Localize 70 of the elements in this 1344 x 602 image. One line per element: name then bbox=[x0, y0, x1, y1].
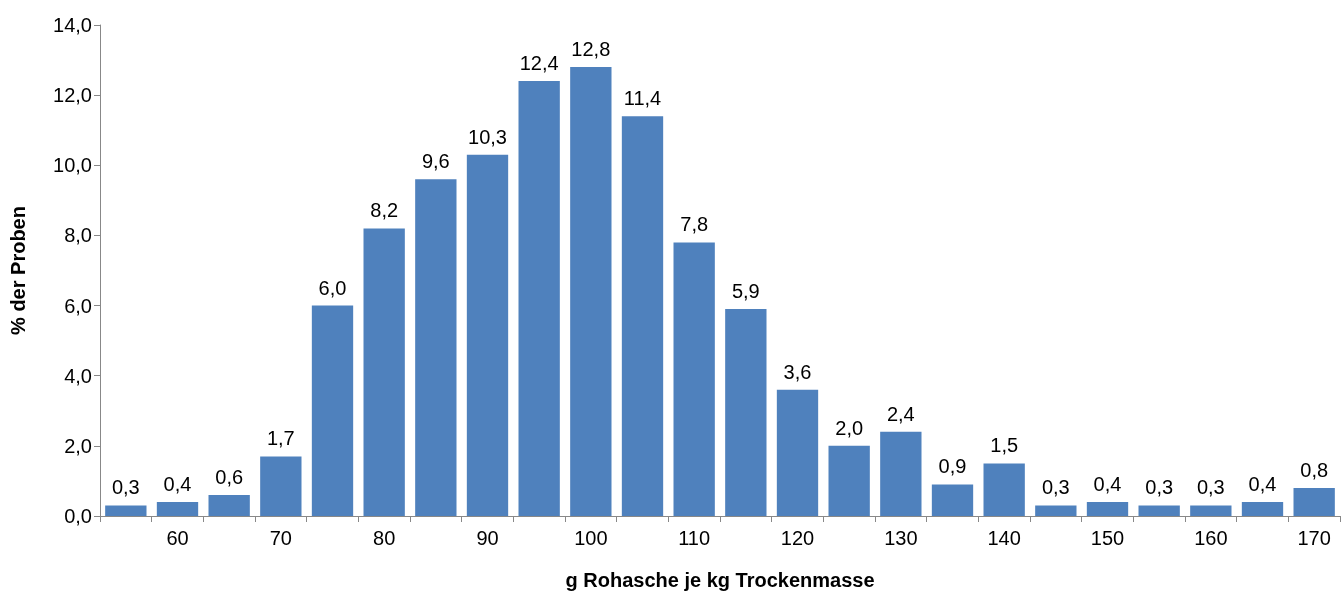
y-tick-label: 0,0 bbox=[64, 505, 92, 527]
data-label: 0,4 bbox=[1093, 472, 1122, 495]
bar bbox=[880, 431, 922, 516]
bar bbox=[518, 81, 560, 516]
y-tick-label: 2,0 bbox=[64, 434, 92, 457]
bar bbox=[931, 484, 974, 516]
bar bbox=[363, 228, 405, 516]
x-tick-label: 100 bbox=[574, 527, 608, 549]
data-label: 0,4 bbox=[1248, 472, 1277, 495]
bar bbox=[466, 154, 509, 516]
y-tick-label: 6,0 bbox=[64, 294, 92, 317]
data-label: 5,9 bbox=[731, 280, 760, 303]
y-tick-label: 12,0 bbox=[53, 84, 92, 107]
bar bbox=[415, 179, 457, 516]
x-tick-label: 110 bbox=[678, 527, 711, 549]
bar bbox=[208, 494, 250, 516]
data-label: 1,5 bbox=[990, 434, 1019, 457]
bar bbox=[983, 463, 1025, 516]
y-tick-label: 10,0 bbox=[53, 154, 92, 177]
bar bbox=[673, 242, 715, 516]
data-label: 0,4 bbox=[163, 472, 192, 495]
bar bbox=[1086, 501, 1129, 516]
x-tick-label: 60 bbox=[166, 527, 189, 549]
data-label: 12,8 bbox=[571, 38, 611, 61]
y-tick-label: 14,0 bbox=[53, 14, 92, 36]
data-label: 2,0 bbox=[835, 416, 864, 439]
data-label: 11,4 bbox=[623, 87, 662, 110]
data-label: 10,3 bbox=[468, 125, 507, 148]
bar bbox=[105, 505, 147, 516]
data-label: 12,4 bbox=[519, 52, 559, 75]
data-label: 7,8 bbox=[680, 213, 709, 236]
x-axis-title: g Rohasche je kg Trockenmasse bbox=[565, 569, 875, 591]
y-tick-label: 4,0 bbox=[64, 364, 92, 387]
bar bbox=[725, 309, 767, 516]
data-label: 0,8 bbox=[1300, 458, 1329, 481]
x-tick-label: 120 bbox=[780, 527, 815, 549]
data-label: 0,9 bbox=[938, 455, 967, 478]
bar bbox=[570, 67, 612, 516]
bar bbox=[776, 389, 819, 516]
x-tick-label: 130 bbox=[884, 527, 918, 549]
x-tick-label: 80 bbox=[373, 527, 396, 549]
bar bbox=[621, 116, 664, 516]
x-tick-label: 150 bbox=[1090, 527, 1125, 549]
data-label: 0,3 bbox=[111, 476, 140, 499]
bar bbox=[1293, 487, 1335, 516]
data-label: 1,7 bbox=[266, 427, 295, 450]
y-tick-label: 8,0 bbox=[64, 224, 92, 247]
y-axis-title: % der Proben bbox=[7, 206, 29, 335]
data-label: 0,3 bbox=[1041, 476, 1070, 499]
x-tick-label: 140 bbox=[987, 527, 1021, 549]
data-label: 2,4 bbox=[886, 402, 915, 425]
x-tick-label: 90 bbox=[476, 527, 499, 549]
bar bbox=[828, 445, 870, 516]
bar bbox=[1190, 505, 1232, 516]
bar bbox=[1035, 505, 1077, 516]
x-tick-label: 170 bbox=[1297, 527, 1331, 549]
x-tick-label: 160 bbox=[1194, 527, 1228, 549]
data-label: 0,6 bbox=[215, 465, 244, 488]
data-label: 9,6 bbox=[421, 150, 450, 173]
bar bbox=[260, 456, 302, 516]
bar bbox=[156, 501, 199, 516]
data-label: 8,2 bbox=[370, 199, 399, 222]
bar bbox=[1138, 505, 1180, 516]
data-label: 3,6 bbox=[783, 360, 812, 383]
data-label: 6,0 bbox=[318, 276, 347, 299]
bar bbox=[311, 305, 354, 516]
bar bbox=[1241, 501, 1284, 516]
data-label: 0,3 bbox=[1196, 476, 1225, 499]
data-label: 0,3 bbox=[1145, 476, 1174, 499]
x-tick-label: 70 bbox=[269, 527, 292, 549]
